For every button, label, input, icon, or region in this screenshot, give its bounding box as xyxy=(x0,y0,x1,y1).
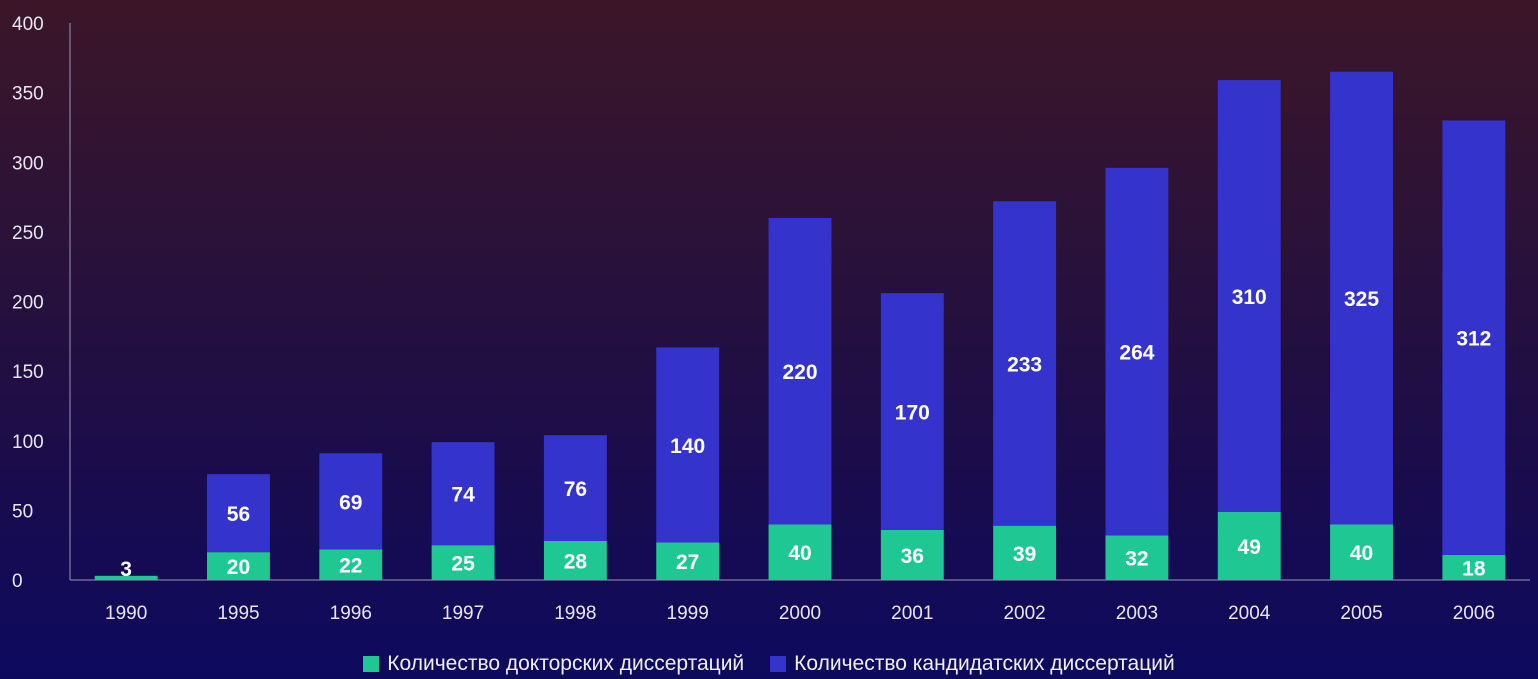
data-label-doctoral: 22 xyxy=(339,555,362,578)
data-label-candidate: 264 xyxy=(1119,342,1154,365)
x-axis: 1990 1995 1996 1997 1998 1999 2000 2001 2002 2003… xyxy=(70,579,1530,624)
bar-doctoral xyxy=(1442,554,1506,580)
legend-label-candidate: Количество кандидатских диссертаций xyxy=(794,652,1175,675)
bar-doctoral xyxy=(207,552,270,580)
data-label-candidate: 312 xyxy=(1456,328,1491,351)
data-label-doctoral: 20 xyxy=(227,556,250,579)
bar-candidate xyxy=(431,442,495,546)
data-label-doctoral: 36 xyxy=(901,545,924,568)
y-tick-label: 350 xyxy=(12,84,44,105)
legend-label-doctoral: Количество докторских диссертаций xyxy=(387,652,745,675)
data-label-doctoral: 32 xyxy=(1125,548,1148,571)
x-tick-label: 2003 xyxy=(1116,603,1158,624)
data-label-doctoral: 3 xyxy=(120,558,132,581)
bar-doctoral xyxy=(319,549,383,580)
legend-item-candidate: Количество кандидатских диссертаций xyxy=(770,652,1175,676)
bar-doctoral xyxy=(1330,524,1393,580)
data-label-candidate: 56 xyxy=(227,503,250,526)
data-labels: 3 20 56 22 69 25 74 28 76 27 140 40 220 36 170 39 233 32 2… xyxy=(120,286,1491,581)
data-label-candidate: 69 xyxy=(339,491,362,514)
data-label-doctoral: 49 xyxy=(1238,536,1261,559)
legend: Количество докторских диссертаций Количе… xyxy=(0,652,1538,676)
y-tick-label: 400 xyxy=(12,14,44,35)
y-tick-label: 0 xyxy=(12,571,23,592)
x-tick-label: 1996 xyxy=(330,603,372,624)
bar-candidate xyxy=(543,435,607,542)
x-tick-label: 2005 xyxy=(1340,603,1382,624)
bar-doctoral xyxy=(768,524,832,580)
x-tick-label: 2004 xyxy=(1228,603,1271,624)
x-tick-label: 2002 xyxy=(1003,603,1045,624)
y-tick-label: 100 xyxy=(12,432,44,453)
data-label-doctoral: 40 xyxy=(1350,542,1373,565)
bar-doctoral xyxy=(1217,511,1281,580)
bar-candidate xyxy=(319,453,383,550)
y-tick-label: 300 xyxy=(12,153,44,174)
data-label-doctoral: 40 xyxy=(788,542,811,565)
legend-item-doctoral: Количество докторских диссертаций xyxy=(363,652,744,676)
data-label-candidate: 233 xyxy=(1007,353,1042,376)
x-tick-label: 1999 xyxy=(667,603,709,624)
bar-candidate xyxy=(1217,80,1281,512)
legend-swatch-doctoral xyxy=(363,656,380,672)
bar-candidate xyxy=(207,474,270,553)
bar-doctoral xyxy=(543,541,607,580)
data-label-candidate: 325 xyxy=(1344,288,1379,311)
y-tick-label: 250 xyxy=(12,223,44,244)
y-tick-label: 200 xyxy=(12,293,44,314)
bar-doctoral xyxy=(431,545,495,580)
data-label-doctoral: 39 xyxy=(1013,543,1036,566)
data-label-candidate: 76 xyxy=(564,478,587,501)
bar-candidate xyxy=(993,201,1057,526)
data-label-candidate: 140 xyxy=(670,435,705,458)
legend-swatch-candidate xyxy=(770,656,787,672)
x-tick-label: 1997 xyxy=(442,603,484,624)
x-tick-label: 2006 xyxy=(1453,603,1495,624)
bar-candidate xyxy=(1330,71,1393,525)
bar-doctoral xyxy=(880,529,944,580)
x-tick-label: 1990 xyxy=(105,603,147,624)
x-tick-label: 2001 xyxy=(891,603,933,624)
y-axis: 0 50 100 150 200 250 300 350 400 xyxy=(12,14,71,592)
bar-candidate xyxy=(880,293,944,530)
data-label-doctoral: 18 xyxy=(1462,557,1486,580)
bar-candidate xyxy=(768,217,832,525)
data-label-doctoral: 27 xyxy=(676,551,699,574)
data-label-doctoral: 28 xyxy=(564,551,588,574)
data-label-doctoral: 25 xyxy=(451,553,475,576)
data-label-candidate: 170 xyxy=(895,402,930,425)
bar-doctoral xyxy=(993,525,1057,580)
x-tick-label: 1995 xyxy=(217,603,259,624)
bar-doctoral xyxy=(1105,535,1169,580)
data-label-candidate: 220 xyxy=(782,361,817,384)
y-tick-label: 50 xyxy=(12,501,33,522)
x-tick-label: 2000 xyxy=(779,603,821,624)
bar-candidate xyxy=(656,347,720,543)
bar-doctoral xyxy=(656,542,720,580)
x-tick-label: 1998 xyxy=(554,603,596,624)
y-tick-label: 150 xyxy=(12,362,44,383)
bar-candidate xyxy=(1105,167,1169,536)
data-label-candidate: 310 xyxy=(1232,286,1267,309)
bar-doctoral xyxy=(94,575,158,580)
bars xyxy=(94,71,1506,580)
data-label-candidate: 74 xyxy=(451,484,475,507)
bar-candidate xyxy=(1442,120,1506,555)
